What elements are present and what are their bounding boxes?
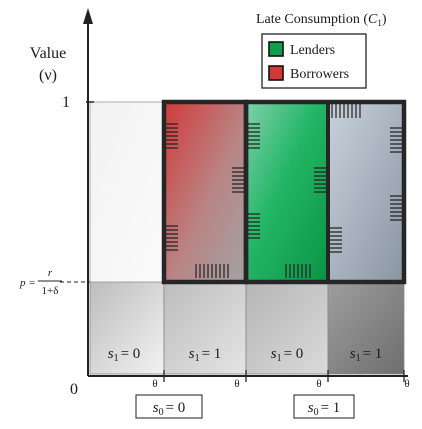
p-denominator: 1+δ — [42, 285, 59, 297]
group-box-s0-0 — [135, 394, 203, 419]
p-numerator: r — [48, 267, 53, 279]
group-label-s0-0: s0 = 0 — [153, 400, 186, 418]
theta-label-1: θ — [152, 378, 157, 390]
legend-title: Late Consumption (C1) — [256, 12, 387, 28]
cell-lower-1 — [89, 281, 165, 375]
cell-label-3: s1 = 0 — [271, 346, 304, 364]
cell-label-4: s1 = 1 — [350, 346, 383, 364]
cell-lower-4 — [327, 281, 405, 375]
lenders-swatch — [268, 41, 284, 57]
origin-label: 0 — [70, 381, 78, 398]
cell-lower-2 — [163, 281, 247, 375]
x-axis-ticks — [163, 370, 405, 382]
theta-label-2: θ — [234, 378, 239, 390]
group-label-s0-1: s0 = 1 — [308, 400, 341, 418]
y-axis-arrow — [83, 8, 93, 24]
p-lhs: p = — [19, 277, 36, 289]
cell-upper-4 — [328, 102, 404, 282]
cell-label-2: s1 = 1 — [189, 346, 222, 364]
cell-upper-1 — [89, 101, 165, 283]
y-axis-title: Value — [30, 45, 66, 62]
legend-borrowers-label: Borrowers — [290, 67, 349, 82]
hatch-marks — [166, 104, 402, 278]
legend-lenders-label: Lenders — [290, 43, 335, 58]
y-axis-symbol: (ν) — [39, 67, 57, 84]
y-tick-one-label: 1 — [62, 94, 70, 111]
theta-label-4: θ — [404, 378, 409, 390]
legend: Late Consumption (C1) Lenders Borrowers — [256, 12, 387, 89]
late-consumption-border — [243, 99, 407, 285]
theta-label-3: θ — [316, 378, 321, 390]
cell-label-1: s1 = 0 — [108, 346, 141, 364]
p-label: p = r 1+δ — [19, 267, 62, 297]
borrowers-swatch — [268, 65, 284, 81]
group-box-s0-1 — [293, 394, 355, 419]
